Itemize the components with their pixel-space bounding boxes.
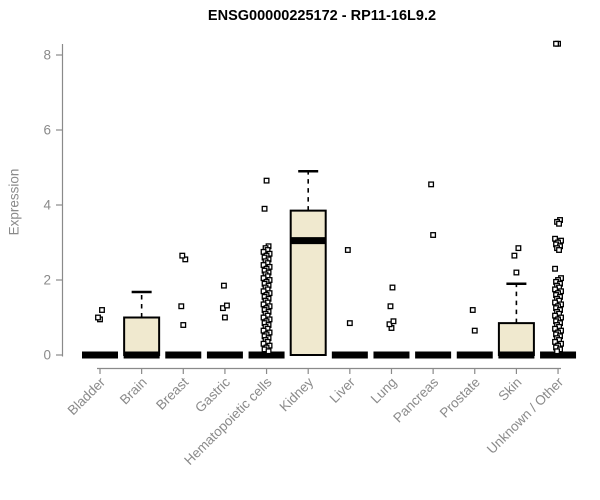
outlier-point	[263, 177, 270, 184]
outlier-point	[182, 256, 189, 263]
box-rect	[497, 322, 535, 356]
boxplot-bladder	[82, 307, 118, 359]
box-rect	[123, 316, 161, 356]
outlier-point	[180, 322, 187, 328]
boxplot-kidney	[289, 170, 327, 356]
outlier-point	[260, 275, 267, 282]
outlier-point	[552, 338, 558, 345]
boxplot-brain	[123, 290, 161, 359]
outlier-point	[95, 314, 101, 321]
boxplot-unknown-other	[540, 40, 577, 359]
boxplot-prostate	[456, 307, 493, 359]
outlier-point	[260, 327, 267, 334]
outlier-point	[346, 320, 353, 327]
outlier-point	[99, 307, 105, 313]
outlier-point	[260, 314, 267, 321]
x-tick-label: Brain	[117, 375, 150, 408]
outlier-point	[387, 303, 394, 310]
outlier-point	[390, 318, 397, 325]
outlier-point	[260, 288, 267, 295]
outlier-point	[221, 314, 228, 321]
outlier-point	[265, 348, 272, 355]
x-tick-label: Unknown / Other	[484, 374, 567, 457]
boxplot-breast	[165, 252, 202, 359]
boxplot-gastric	[206, 282, 243, 359]
x-tick-label: Gastric	[192, 374, 233, 415]
outlier-point	[178, 303, 185, 310]
x-tick-label: Breast	[153, 374, 191, 412]
x-tick-label: Liver	[327, 374, 359, 406]
box-rect	[289, 209, 327, 356]
outlier-point	[260, 262, 267, 268]
outlier-point	[513, 269, 520, 276]
outlier-point	[552, 325, 558, 332]
boxplot-liver	[331, 247, 368, 359]
outlier-point	[515, 245, 522, 252]
y-tick-label: 8	[43, 48, 51, 63]
outlier-point	[386, 321, 393, 328]
x-tick-label: Kidney	[277, 374, 317, 414]
outlier-point	[553, 40, 559, 47]
outlier-point	[556, 247, 562, 253]
outlier-point	[220, 282, 227, 289]
outlier-point	[552, 235, 558, 242]
boxplot-lung	[373, 284, 410, 359]
outlier-point	[552, 265, 558, 272]
outlier-point	[260, 248, 267, 255]
outlier-point	[260, 301, 267, 308]
outlier-point	[552, 312, 558, 319]
x-tick-label: Lung	[368, 375, 400, 407]
x-tick-label: Prostate	[437, 375, 483, 421]
boxplot-hematopoietic-cells	[248, 177, 285, 359]
outlier-point	[471, 327, 478, 334]
outlier-point	[469, 307, 476, 313]
outlier-point	[552, 286, 558, 293]
outlier-point	[556, 220, 562, 227]
boxplot-pancreas	[415, 181, 452, 359]
boxplot-skin	[497, 245, 535, 359]
outlier-point	[511, 252, 518, 259]
outlier-point	[260, 340, 267, 347]
x-tick-label: Bladder	[65, 374, 109, 418]
outlier-point	[430, 232, 437, 238]
y-tick-label: 2	[43, 273, 51, 288]
outlier-point	[428, 181, 435, 188]
x-tick-label: Skin	[495, 375, 524, 404]
outlier-point	[223, 302, 230, 309]
y-tick-label: 0	[43, 348, 51, 363]
chart-title: ENSG00000225172 - RP11-16L9.2	[207, 8, 437, 24]
y-tick-label: 4	[43, 198, 51, 213]
outlier-point	[552, 299, 558, 306]
y-tick-label: 6	[43, 123, 51, 138]
outlier-point	[389, 284, 396, 291]
outlier-point	[344, 247, 351, 253]
outlier-point	[261, 205, 268, 212]
outlier-point	[179, 252, 186, 259]
x-tick-label: Pancreas	[390, 374, 441, 425]
outlier-point	[554, 348, 560, 355]
